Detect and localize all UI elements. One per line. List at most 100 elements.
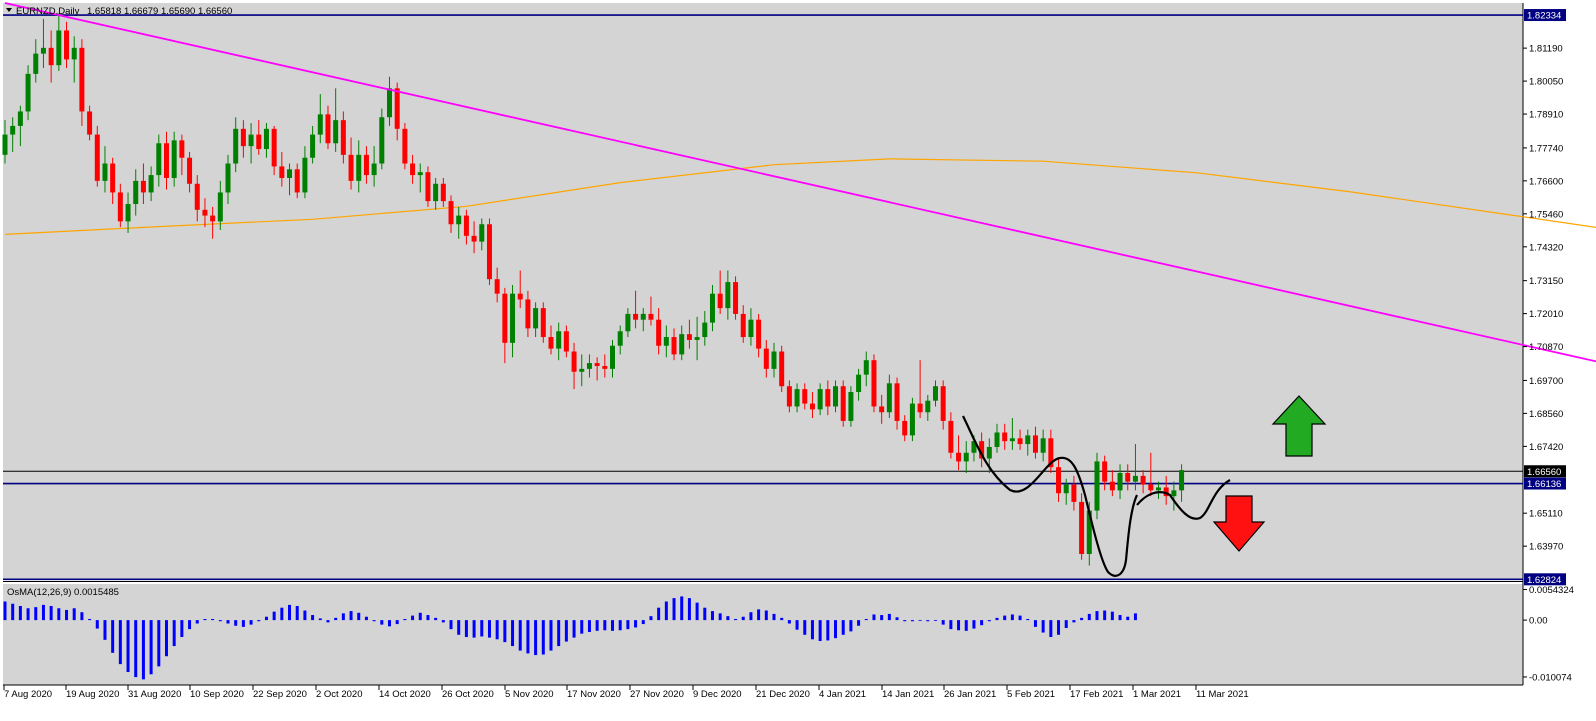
osma-bar xyxy=(1003,615,1007,621)
osma-bar xyxy=(595,620,599,631)
osma-bar xyxy=(218,620,222,622)
osma-bar xyxy=(418,612,422,621)
osma-bar xyxy=(972,620,976,629)
candle-body xyxy=(725,282,731,309)
osma-bar xyxy=(687,598,691,621)
candle-body xyxy=(217,192,223,222)
osma-bar xyxy=(726,616,730,621)
down-arrow-icon xyxy=(1212,495,1266,552)
osma-bar xyxy=(211,618,215,621)
candle-body xyxy=(463,215,469,236)
osma-bar xyxy=(195,620,199,624)
candle-body xyxy=(163,143,169,178)
candle-body xyxy=(625,313,631,332)
candle-body xyxy=(556,331,562,349)
osma-bar xyxy=(65,609,69,621)
wave-drawing-left xyxy=(962,415,1139,577)
candle-body xyxy=(394,88,400,129)
osma-bar xyxy=(834,620,838,639)
candle-body xyxy=(763,348,769,369)
price-tag-box xyxy=(1524,573,1566,586)
osma-bar xyxy=(372,620,376,622)
candle-body xyxy=(663,337,669,346)
osma-bar xyxy=(487,620,491,638)
candle-body xyxy=(656,319,662,346)
time-tick-label: 9 Dec 2020 xyxy=(693,689,742,700)
osma-bar xyxy=(611,620,615,631)
osma-bar xyxy=(34,607,38,621)
osma-bar xyxy=(780,617,784,621)
candle-body xyxy=(494,279,500,294)
candle-body xyxy=(594,363,600,366)
price-tick-label: 1.78910 xyxy=(1529,110,1563,121)
osma-bar xyxy=(918,620,922,621)
price-tag-label: 1.66136 xyxy=(1527,479,1561,490)
price-tick-label: 1.77740 xyxy=(1529,143,1563,154)
candle-body xyxy=(79,47,85,112)
osma-bar xyxy=(1057,620,1061,635)
osma-bar xyxy=(1126,616,1130,621)
chart-menu-triangle-icon[interactable] xyxy=(6,8,12,12)
osma-bar xyxy=(357,612,361,621)
osma-bar xyxy=(1133,613,1137,621)
osma-bar xyxy=(234,620,238,626)
price-tick-label: 1.75460 xyxy=(1529,209,1563,220)
osma-bar xyxy=(480,620,484,637)
osma-tick-label: 0.00 xyxy=(1529,616,1548,627)
time-tick-label: 4 Jan 2021 xyxy=(819,689,866,700)
price-tick-label: 1.68560 xyxy=(1529,409,1563,420)
candle-body xyxy=(848,392,854,421)
candle-body xyxy=(648,313,654,320)
candle-body xyxy=(287,169,293,178)
candle-body xyxy=(333,120,339,144)
candle-body xyxy=(1032,435,1038,453)
candle-body xyxy=(194,183,200,210)
candle-body xyxy=(1079,501,1085,554)
osma-bar xyxy=(903,620,907,622)
osma-bar xyxy=(134,620,138,678)
candle-body xyxy=(102,163,108,181)
candle-body xyxy=(610,345,616,369)
candle-body xyxy=(579,368,585,372)
osma-bar xyxy=(326,620,330,623)
osma-bar xyxy=(1033,620,1037,627)
osma-bar xyxy=(757,609,761,621)
price-plot-area[interactable] xyxy=(3,3,1523,580)
time-tick-label: 14 Jan 2021 xyxy=(882,689,934,700)
candle-body xyxy=(802,389,808,404)
candle-body xyxy=(525,299,531,329)
candle-body xyxy=(979,441,985,459)
time-tick-label: 1 Mar 2021 xyxy=(1133,689,1181,700)
osma-bar xyxy=(280,607,284,621)
candle-body xyxy=(994,432,1000,447)
candle-body xyxy=(240,128,246,147)
candle-body xyxy=(871,360,877,407)
candle-body xyxy=(1063,484,1069,494)
price-tag-label: 1.82334 xyxy=(1527,11,1561,22)
osma-bar xyxy=(526,620,530,654)
osma-bar xyxy=(18,606,22,621)
osma-bar xyxy=(980,620,984,626)
candle-body xyxy=(87,111,93,135)
candle-body xyxy=(602,365,608,369)
time-tick-label: 22 Sep 2020 xyxy=(253,689,307,700)
candle-body xyxy=(932,386,938,401)
osma-bar xyxy=(764,610,768,621)
time-tick-label: 26 Jan 2021 xyxy=(944,689,996,700)
osma-bar xyxy=(272,611,276,621)
candle-body xyxy=(756,319,762,349)
osma-bar xyxy=(11,603,15,621)
osma-bar xyxy=(457,620,461,635)
osma-plot-area[interactable] xyxy=(3,584,1523,685)
osma-bar xyxy=(164,620,168,657)
candle-body xyxy=(17,111,23,126)
candle-body xyxy=(540,308,546,338)
candle-body xyxy=(1017,438,1023,445)
candle-body xyxy=(271,128,277,167)
osma-bar xyxy=(72,608,76,621)
candle-body xyxy=(917,403,923,413)
osma-bar xyxy=(111,620,115,653)
candle-body xyxy=(256,134,262,150)
osma-bar xyxy=(534,620,538,656)
